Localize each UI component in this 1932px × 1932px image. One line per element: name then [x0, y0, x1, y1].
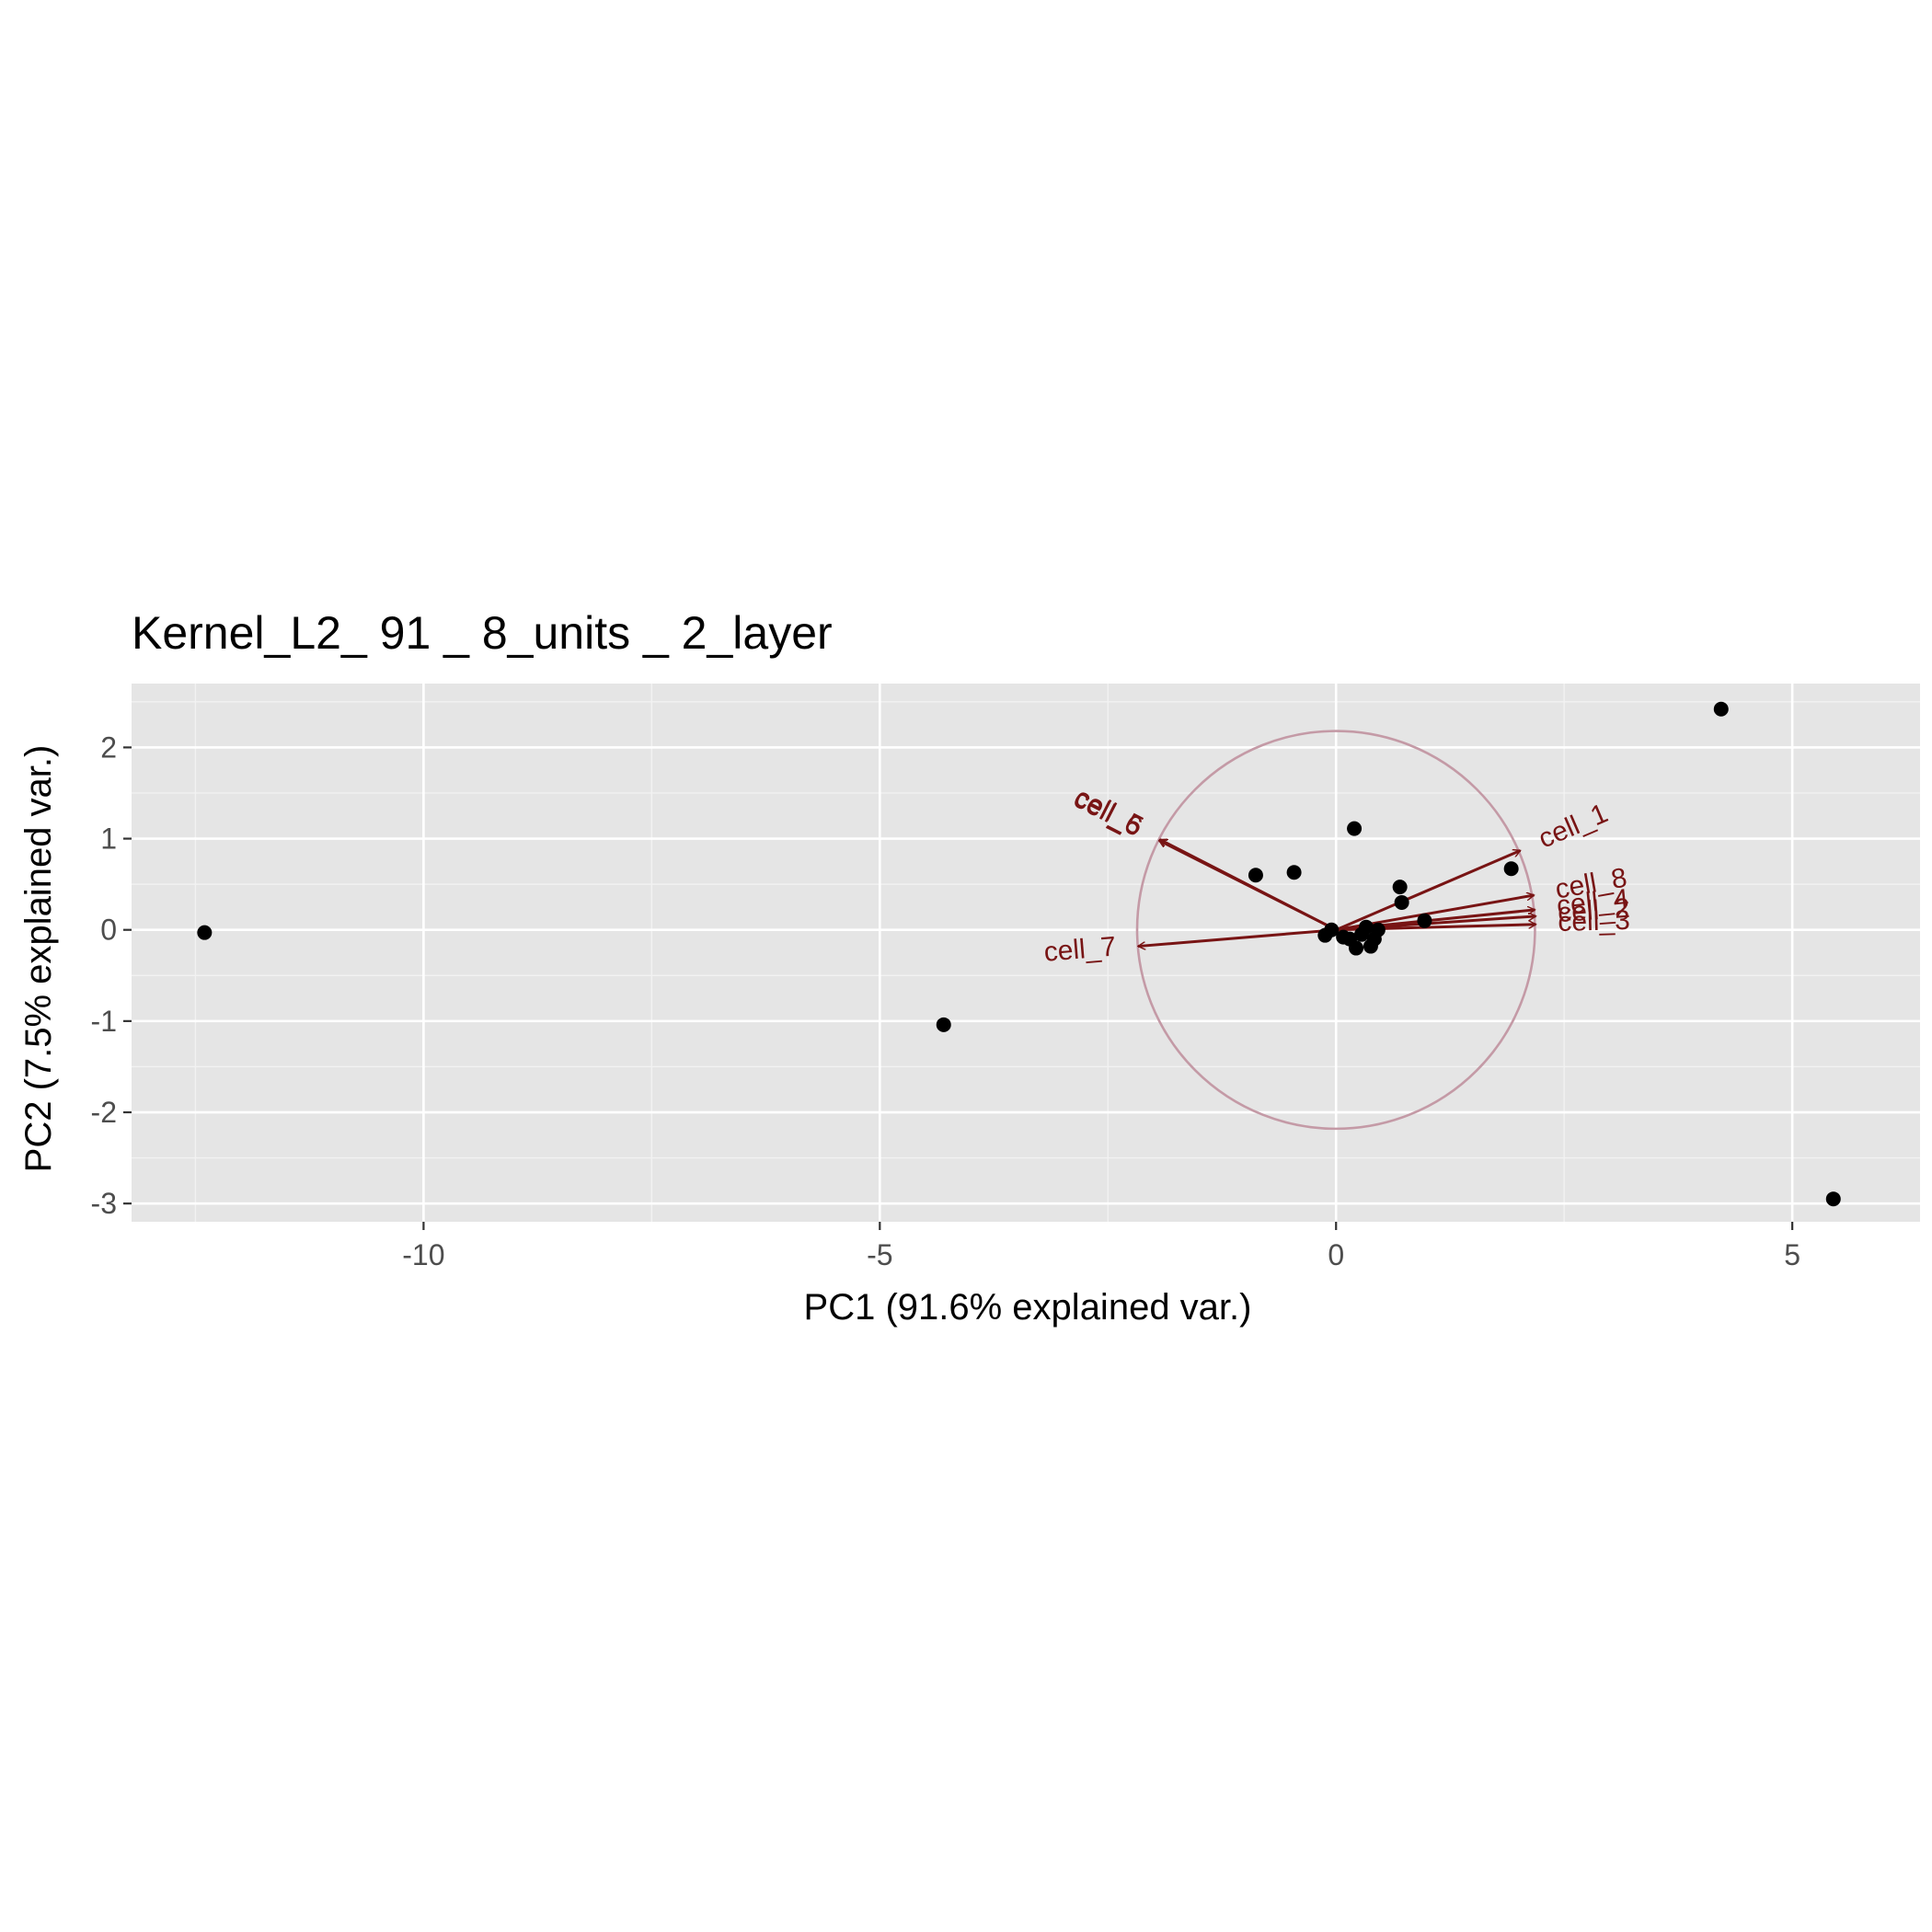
loading-arrow-cell-1 — [1335, 850, 1520, 932]
score-point — [1349, 940, 1364, 956]
correlation-circle-layer — [1135, 730, 1536, 1131]
chart-title: Kernel_L2_ 91 _ 8_units _ 2_layer — [132, 607, 833, 659]
y-axis-title: PC2 (7.5% explained var.) — [18, 745, 59, 1173]
loading-label-cell-2: cell_2 — [1557, 893, 1630, 928]
x-axis-title: PC1 (91.6% explained var.) — [804, 1287, 1252, 1328]
score-point — [1347, 821, 1363, 836]
y-axis-ticks: -3 -2 -1 0 1 2 — [91, 730, 132, 1220]
loading-label-cell-3: cell_3 — [1558, 905, 1630, 937]
score-point — [1392, 880, 1408, 895]
score-point — [1248, 868, 1263, 883]
score-point — [1358, 919, 1374, 935]
y-tick-label: 2 — [100, 730, 117, 764]
score-point — [1503, 861, 1519, 877]
score-point — [1417, 913, 1432, 928]
x-tick-label: 5 — [1784, 1238, 1800, 1271]
plot-panel — [132, 684, 1920, 1222]
correlation-circle — [1135, 730, 1536, 1131]
y-tick-label: -1 — [91, 1005, 117, 1038]
y-tick-label: -2 — [91, 1096, 117, 1129]
grid-lines — [132, 684, 1920, 1222]
score-point — [1324, 922, 1340, 937]
x-tick-label: -10 — [402, 1238, 444, 1271]
loading-label-cell-4: cell_4 — [1556, 884, 1630, 922]
score-point — [1713, 701, 1729, 717]
y-tick-label: -3 — [91, 1187, 117, 1220]
score-point — [1825, 1191, 1841, 1207]
loading-arrow-cell-7 — [1138, 928, 1337, 947]
x-axis-ticks: -10 -5 0 5 — [402, 1222, 1800, 1271]
y-tick-label: 1 — [100, 822, 117, 856]
score-point — [1394, 894, 1409, 910]
x-tick-label: -5 — [867, 1238, 892, 1271]
x-tick-label: 0 — [1328, 1238, 1344, 1271]
score-point — [1286, 865, 1302, 880]
score-points — [197, 701, 1841, 1207]
score-point — [936, 1017, 951, 1032]
score-point — [197, 925, 213, 940]
loading-arrow-cell-6 — [1159, 839, 1337, 932]
panel-background — [132, 684, 1920, 1222]
loading-label-cell-7: cell_7 — [1042, 932, 1117, 968]
y-tick-label: 0 — [100, 914, 117, 947]
score-point — [1370, 922, 1386, 937]
